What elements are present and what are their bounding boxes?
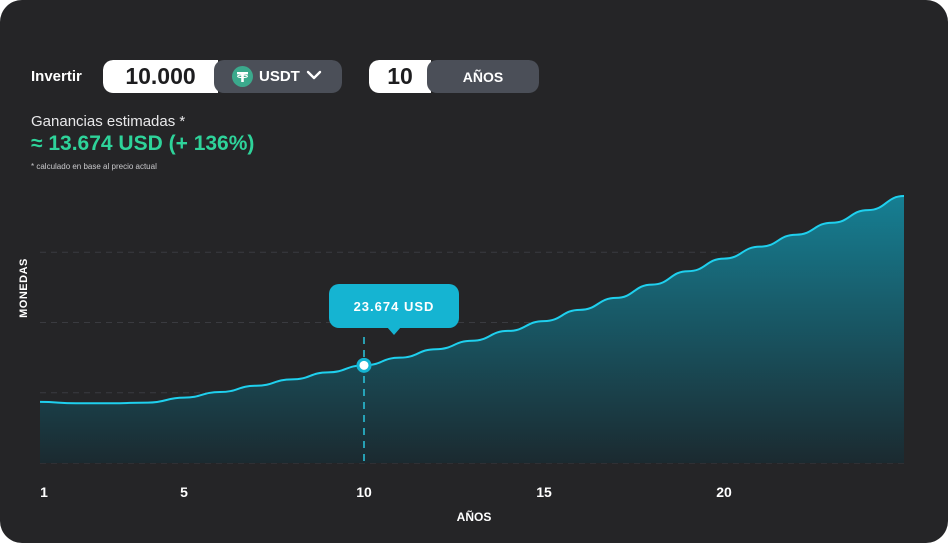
estimate-note: * calculado en base al precio actual — [31, 162, 157, 171]
amount-input[interactable]: 10.000 — [103, 60, 218, 93]
estimate-value: ≈ 13.674 USD (+ 136%) — [31, 132, 255, 155]
years-input[interactable]: 10 — [369, 60, 431, 93]
area-fill — [40, 196, 904, 464]
years-selector: 10 AÑOS — [369, 60, 539, 93]
token-label: USDT — [259, 68, 300, 85]
tether-icon — [232, 66, 253, 87]
x-tick-label: 15 — [536, 484, 552, 500]
x-tick-label: 10 — [356, 484, 372, 500]
chevron-down-icon — [306, 68, 322, 86]
tooltip-arrow — [387, 327, 401, 335]
invest-controls: Invertir 10.000 USDT — [31, 60, 539, 93]
x-axis-label: AÑOS — [456, 510, 492, 524]
invest-label: Invertir — [31, 68, 82, 85]
years-unit-label: AÑOS — [427, 60, 539, 93]
amount-selector: 10.000 USDT — [103, 60, 342, 93]
series-line — [39, 195, 905, 405]
token-dropdown[interactable]: USDT — [214, 60, 342, 93]
x-tick-label: 5 — [180, 484, 188, 500]
x-tick-label: 1 — [40, 484, 48, 500]
estimate-label: Ganancias estimadas * — [31, 113, 186, 130]
x-tick-label: 20 — [716, 484, 732, 500]
value-tooltip: 23.674 USD — [329, 284, 459, 328]
highlight-point — [356, 357, 372, 373]
